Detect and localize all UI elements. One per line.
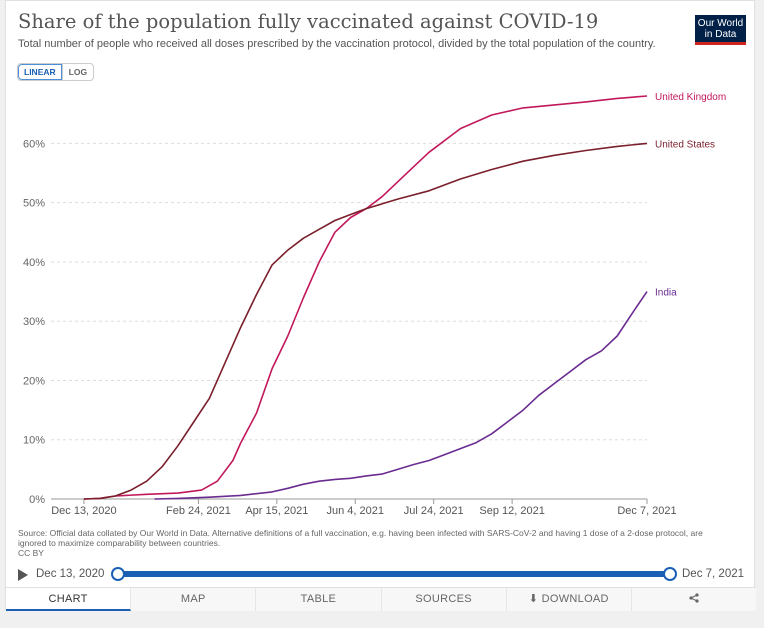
y-tick-label: 30% — [23, 316, 45, 328]
series-line-india — [154, 291, 648, 500]
x-tick-label: Dec 13, 2020 — [51, 505, 116, 517]
y-tick-label: 40% — [23, 257, 45, 269]
chart-title: Share of the population fully vaccinated… — [18, 10, 599, 33]
chart-card: Share of the population fully vaccinated… — [5, 0, 756, 611]
y-tick-label: 20% — [23, 375, 45, 387]
source-note: Source: Official data collated by Our Wo… — [18, 528, 718, 558]
line-chart: 0% 10% 20% 30% 40% 50% 60% Dec 13, 2020 Feb 24, … — [23, 92, 726, 517]
timeline: Dec 13, 2020 Dec 7, 2021 — [6, 561, 756, 587]
license-text: CC BY — [18, 548, 44, 558]
scale-toggle: LINEAR LOG — [17, 63, 95, 81]
tab-table[interactable]: TABLE — [256, 588, 382, 611]
linear-scale-button[interactable]: LINEAR — [18, 64, 63, 80]
x-tick-label: Jul 24, 2021 — [404, 505, 464, 517]
series-label-united-states: United States — [655, 139, 715, 150]
y-tick-label: 10% — [23, 435, 45, 447]
tab-sources[interactable]: SOURCES — [382, 588, 507, 611]
series-line-united-kingdom — [83, 95, 648, 500]
y-tick-label: 50% — [23, 198, 45, 210]
series-label-india: India — [655, 288, 677, 299]
timeline-end-label: Dec 7, 2021 — [682, 568, 745, 580]
log-scale-button[interactable]: LOG — [68, 67, 88, 77]
download-label: DOWNLOAD — [541, 593, 609, 605]
timeline-track[interactable] — [117, 571, 670, 577]
x-tick-label: Apr 15, 2021 — [245, 505, 308, 517]
y-tick-label: 60% — [23, 138, 45, 150]
tab-download[interactable]: ⬇ DOWNLOAD — [507, 588, 632, 611]
source-text: Source: Official data collated by Our Wo… — [18, 528, 703, 548]
x-tick-label: Sep 12, 2021 — [479, 505, 544, 517]
series-label-united-kingdom: United Kingdom — [655, 92, 726, 103]
chart-subtitle: Total number of people who received all … — [18, 38, 656, 50]
owid-logo[interactable]: Our World in Data — [695, 15, 746, 45]
x-tick-label: Feb 24, 2021 — [166, 505, 231, 517]
tab-map[interactable]: MAP — [131, 588, 257, 611]
series-line-united-states — [83, 142, 648, 500]
download-icon: ⬇ — [528, 593, 539, 605]
timeline-start-label: Dec 13, 2020 — [36, 568, 105, 580]
tab-bar: CHART MAP TABLE SOURCES ⬇ DOWNLOAD — [6, 587, 756, 611]
logo-text: Our World in Data — [697, 18, 744, 40]
tab-share[interactable] — [632, 588, 756, 611]
y-tick-label: 0% — [29, 494, 45, 506]
tab-chart[interactable]: CHART — [6, 588, 132, 611]
share-icon — [689, 593, 699, 603]
x-tick-label: Jun 4, 2021 — [327, 505, 385, 517]
timeline-start-handle[interactable] — [111, 567, 125, 581]
play-icon[interactable] — [18, 569, 28, 581]
timeline-end-handle[interactable] — [663, 567, 677, 581]
x-tick-label: Dec 7, 2021 — [617, 505, 676, 517]
